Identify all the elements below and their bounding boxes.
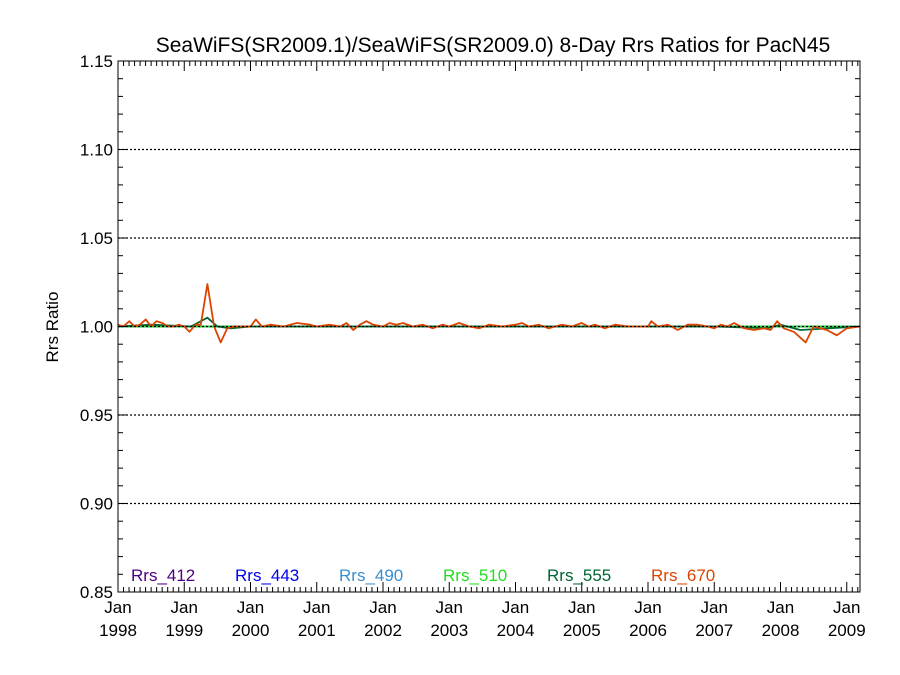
legend-label-rrs-510: Rrs_510 [443,566,507,585]
x-tick-label-month: Jan [104,598,131,617]
x-tick-label-year: 1998 [99,621,137,640]
x-tick-label-year: 2009 [828,621,866,640]
y-tick-label: 1.05 [80,229,113,248]
legend-label-rrs-555: Rrs_555 [547,566,611,585]
legend-label-rrs-670: Rrs_670 [651,566,715,585]
x-tick-label-year: 2006 [629,621,667,640]
x-tick-label-month: Jan [369,598,396,617]
x-tick-label-year: 2008 [762,621,800,640]
y-axis-label: Rrs Ratio [43,292,62,363]
x-tick-label-month: Jan [303,598,330,617]
series-lines [117,283,861,344]
legend-label-rrs-490: Rrs_490 [339,566,403,585]
x-tick-label-month: Jan [634,598,661,617]
x-tick-label-year: 2005 [563,621,601,640]
y-tick-label: 0.85 [80,583,113,602]
x-tick-label-year: 2002 [364,621,402,640]
x-tick-label-year: 2004 [497,621,535,640]
x-tick-label-month: Jan [833,598,860,617]
series-line-rrs-670 [117,283,861,344]
x-tick-label-month: Jan [701,598,728,617]
legend-label-rrs-412: Rrs_412 [131,566,195,585]
y-tick-label: 1.15 [80,52,113,71]
x-tick-label-year: 2003 [430,621,468,640]
chart-title: SeaWiFS(SR2009.1)/SeaWiFS(SR2009.0) 8-Da… [156,34,831,57]
x-tick-label-month: Jan [767,598,794,617]
x-tick-label-month: Jan [436,598,463,617]
x-tick-label-year: 2007 [695,621,733,640]
y-axis-ticks: 0.85 0.90 0.95 1.00 1.05 1.10 1.15 [80,52,860,602]
y-tick-label: 0.90 [80,495,113,514]
legend-label-rrs-443: Rrs_443 [235,566,299,585]
x-tick-label-month: Jan [502,598,529,617]
x-axis-ticks: Jan 1998 Jan 1999 Jan 2000 Jan 2001 Jan 2002 Jan 20… [99,61,866,640]
x-tick-label-year: 1999 [165,621,203,640]
x-tick-label-month: Jan [568,598,595,617]
x-tick-label-month: Jan [171,598,198,617]
y-tick-label: 1.00 [80,318,113,337]
y-tick-label: 0.95 [80,406,113,425]
x-tick-label-year: 2001 [298,621,336,640]
x-tick-label-year: 2000 [232,621,270,640]
y-tick-label: 1.10 [80,141,113,160]
x-tick-label-month: Jan [237,598,264,617]
legend: Rrs_412 Rrs_443 Rrs_490 Rrs_510 Rrs_555 Rrs_6… [131,566,715,585]
